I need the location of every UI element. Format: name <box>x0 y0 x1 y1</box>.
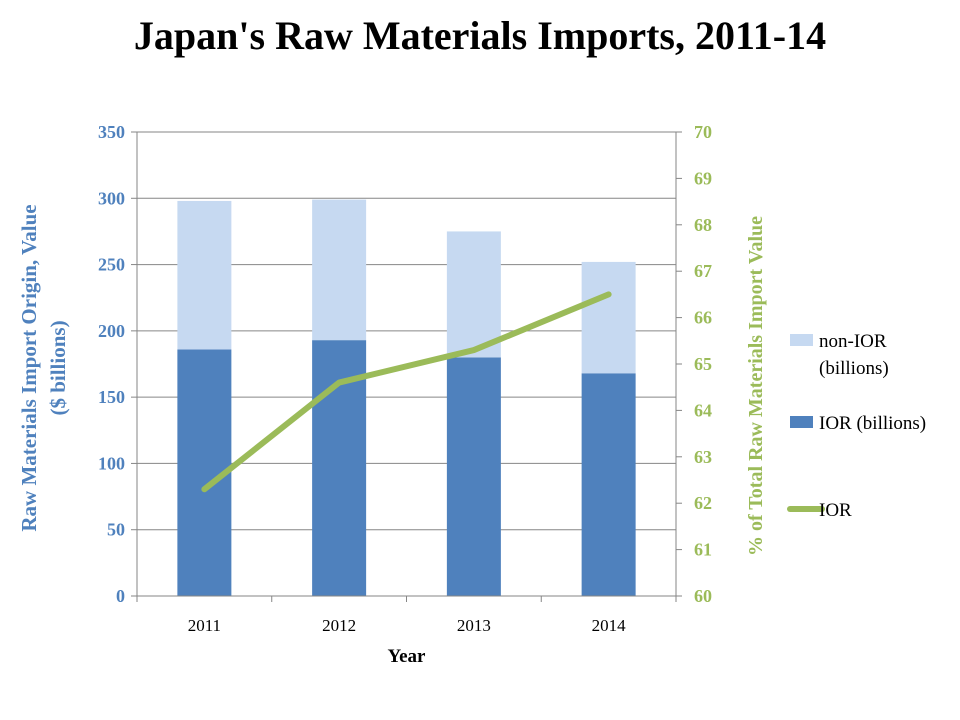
left-tick-label-200: 200 <box>98 321 125 341</box>
right-tick-label-66: 66 <box>694 308 712 328</box>
right-tick-label-63: 63 <box>694 447 712 467</box>
axes: 0 50 100 150 200 250 300 350 60 61 62 63 64 65 66 67 68 6… <box>98 122 712 635</box>
x-tick-label-2011: 2011 <box>188 616 221 635</box>
legend-label-3-1: IOR <box>819 500 852 521</box>
right-tick-label-61: 61 <box>694 540 712 560</box>
ior-point-2013 <box>473 349 475 351</box>
bar-ior-2014 <box>581 373 636 596</box>
legend-item-3: IOR <box>787 500 852 521</box>
left-tick-label-0: 0 <box>116 586 125 606</box>
legend-item-2: IOR (billions) <box>790 413 926 434</box>
bar-non-ior-2012 <box>312 199 367 341</box>
left-tick-label-100: 100 <box>98 453 125 473</box>
bar-non-ior-2014 <box>581 261 636 374</box>
ior-point-2014 <box>608 293 610 295</box>
right-tick-label-68: 68 <box>694 215 712 235</box>
legend-swatch-2 <box>790 416 813 428</box>
right-tick-label-65: 65 <box>694 354 712 374</box>
legend-label-1-2: (billions) <box>819 358 889 379</box>
legend: non-IOR (billions) IOR (billions) IOR <box>787 331 926 521</box>
right-tick-label-69: 69 <box>694 168 712 188</box>
left-tick-label-250: 250 <box>98 255 125 275</box>
left-tick-label-300: 300 <box>98 188 125 208</box>
ior-point-2011 <box>203 488 205 490</box>
bars <box>177 199 636 596</box>
legend-item-1: non-IOR (billions) <box>790 331 889 379</box>
ior-line <box>201 291 612 493</box>
bar-non-ior-2011 <box>177 200 232 350</box>
right-tick-label-62: 62 <box>694 493 712 513</box>
x-tick-label-2014: 2014 <box>592 616 627 635</box>
ior-point-2012 <box>338 382 340 384</box>
bar-non-ior-2013 <box>446 231 501 358</box>
axis-labels: Year Raw Materials Import Origin, Value ($… <box>17 204 767 667</box>
y2-axis-title: % of Total Raw Materials Import Value <box>745 216 767 556</box>
x-tick-label-2012: 2012 <box>322 616 356 635</box>
left-tick-label-350: 350 <box>98 122 125 142</box>
left-tick-label-150: 150 <box>98 387 125 407</box>
x-axis-title: Year <box>388 646 427 667</box>
y-axis-title: Raw Materials Import Origin, Value ($ bil… <box>17 204 70 531</box>
right-tick-label-64: 64 <box>694 400 712 420</box>
y-axis-title-line-2: ($ billions) <box>46 320 70 415</box>
legend-label-2-1: IOR (billions) <box>819 413 926 434</box>
right-tick-label-67: 67 <box>694 261 712 281</box>
left-tick-label-50: 50 <box>107 520 125 540</box>
ior-line-series <box>201 291 612 493</box>
y-axis-title-line-1: Raw Materials Import Origin, Value <box>17 204 41 531</box>
right-tick-label-60: 60 <box>694 586 712 606</box>
legend-label-1-1: non-IOR <box>819 331 887 352</box>
bar-ior-2013 <box>446 357 501 596</box>
legend-swatch-1 <box>790 334 813 346</box>
x-tick-label-2013: 2013 <box>457 616 491 635</box>
chart-title: Japan's Raw Materials Imports, 2011-14 <box>133 13 827 58</box>
right-tick-label-70: 70 <box>694 122 712 142</box>
